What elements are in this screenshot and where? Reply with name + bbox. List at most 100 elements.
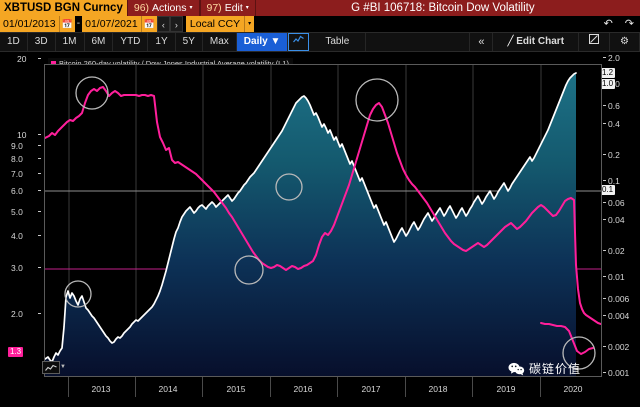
right-tick-mark — [603, 219, 606, 220]
x-axis-separator — [540, 377, 541, 397]
end-date-input[interactable]: 01/07/2021 — [82, 16, 141, 32]
volatility-tail-pink — [540, 322, 594, 355]
annotation-circle-2017-peak — [355, 78, 399, 122]
right-axis-tick-0p4: 0.4 — [608, 119, 620, 129]
left-axis-tick-5: 5.0 — [11, 207, 23, 217]
undo-icon[interactable]: ↶ — [603, 18, 613, 30]
x-axis-separator — [68, 377, 69, 397]
line-chart-glyph — [293, 35, 305, 43]
right-axis-tick-0p004: 0.004 — [608, 311, 630, 321]
left-axis-tick-9: 9.0 — [11, 141, 23, 151]
right-tick-mark — [603, 180, 606, 181]
range-button-6m[interactable]: 6M — [85, 33, 114, 51]
chevron-down-icon: ▾ — [189, 5, 193, 11]
left-axis-tick-10: 10 — [17, 130, 27, 140]
wechat-glyph — [508, 362, 525, 376]
left-axis-tick-4: 4.0 — [11, 231, 23, 241]
date-range-bar: 01/01/2013 📅 - 01/07/2021 📅 ‹ › Local CC… — [0, 16, 640, 32]
toolbar-spacer — [366, 33, 471, 51]
right-axis-tick-0p002: 0.002 — [608, 342, 630, 352]
edit-menu-label: Edit — [224, 2, 243, 14]
x-axis-label-2013: 2013 — [91, 384, 111, 394]
gear-icon[interactable]: ⚙ — [610, 33, 640, 51]
chevron-down-icon[interactable]: ▼ — [60, 364, 66, 370]
left-tick-mark — [38, 134, 41, 135]
volatility-line-pink — [45, 86, 601, 325]
edit-menu-button[interactable]: 97) Edit ▾ — [199, 0, 256, 16]
ticker-field[interactable]: XBTUSD BGN Curncy — [0, 0, 127, 16]
right-tick-mark — [603, 346, 606, 347]
left-tick-mark — [38, 267, 41, 268]
x-axis-label-2015: 2015 — [226, 384, 246, 394]
annotate-icon[interactable] — [579, 33, 611, 51]
annotation-circle-2016-low — [234, 255, 264, 285]
annotation-circle-2013-vol — [75, 76, 109, 110]
left-axis-tick-3: 3.0 — [11, 263, 23, 273]
x-axis-separator — [202, 377, 203, 397]
actions-menu-label: Actions — [152, 2, 187, 14]
period-select[interactable]: Daily ▼ — [236, 33, 289, 51]
window-title: G #BI 106718: Bitcoin Dow Volatility — [351, 2, 535, 14]
range-button-1d[interactable]: 1D — [0, 33, 28, 51]
range-button-5y[interactable]: 5Y — [176, 33, 203, 51]
prev-period-button[interactable]: ‹ — [156, 16, 170, 32]
chart-toolbar: 1D 3D 1M 6M YTD 1Y 5Y Max Daily ▼ Table … — [0, 32, 640, 52]
chart-plot-area[interactable] — [44, 64, 602, 377]
actions-menu-button[interactable]: 96) Actions ▾ — [126, 0, 200, 16]
x-axis-separator — [405, 377, 406, 397]
range-button-ytd[interactable]: YTD — [113, 33, 149, 51]
right-axis-tick-0p02: 0.02 — [608, 246, 625, 256]
chart-svg — [45, 65, 601, 376]
left-tick-mark — [38, 173, 41, 174]
left-axis-tick-20: 20 — [17, 54, 27, 64]
edit-menu-number: 97) — [206, 2, 222, 14]
right-tick-mark — [603, 250, 606, 251]
chevron-down-icon: ▾ — [245, 5, 249, 11]
x-axis-separator — [337, 377, 338, 397]
x-axis: 2013 2014 2015 2016 2017 2018 2019 2020 — [44, 376, 600, 397]
spacer — [254, 16, 597, 32]
right-axis-tick-0p04: 0.04 — [608, 215, 625, 225]
right-reference-badge: 0.1 — [600, 185, 616, 195]
annotation-circle-2017-cross — [275, 173, 303, 201]
start-date-calendar-icon[interactable]: 📅 — [58, 16, 75, 32]
legend-label-volatility: Bitcoin 260-day volatility / Dow Jones I… — [59, 59, 289, 68]
edit-chart-button[interactable]: ╱ Edit Chart — [493, 33, 580, 51]
left-axis-tick-2: 2.0 — [11, 309, 23, 319]
redo-icon[interactable]: ↷ — [624, 18, 634, 30]
right-tick-mark — [603, 154, 606, 155]
collapse-toolbar-button[interactable]: « — [470, 33, 494, 51]
chevron-down-icon[interactable]: ▾ — [244, 16, 255, 32]
range-button-1m[interactable]: 1M — [56, 33, 85, 51]
right-last-value-badge-bottom: 1.0 — [600, 79, 616, 89]
range-button-1y[interactable]: 1Y — [148, 33, 176, 51]
watermark: 碳链价值 — [508, 362, 581, 376]
ratio-line-white — [45, 72, 577, 363]
x-axis-label-2016: 2016 — [293, 384, 313, 394]
range-button-max[interactable]: Max — [203, 33, 237, 51]
right-axis-tick-0p001: 0.001 — [608, 368, 630, 378]
watermark-text: 碳链价值 — [529, 362, 582, 376]
left-tick-mark — [38, 211, 41, 212]
currency-select[interactable]: Local CCY — [185, 16, 245, 32]
x-axis-label-2019: 2019 — [496, 384, 516, 394]
left-tick-mark — [38, 58, 41, 59]
right-tick-mark — [603, 276, 606, 277]
x-axis-separator — [135, 377, 136, 397]
next-period-button[interactable]: › — [169, 16, 183, 32]
edit-chart-label: Edit Chart — [516, 36, 565, 47]
start-date-input[interactable]: 01/01/2013 — [0, 16, 59, 32]
x-axis-label-2018: 2018 — [428, 384, 448, 394]
line-chart-icon[interactable] — [288, 33, 310, 51]
legend-swatch-pink — [51, 61, 56, 66]
left-axis-tick-6: 6.0 — [11, 186, 23, 196]
wechat-icon — [508, 362, 525, 376]
range-button-3d[interactable]: 3D — [28, 33, 56, 51]
right-tick-mark — [603, 298, 606, 299]
table-view-button[interactable]: Table — [309, 33, 367, 51]
end-date-calendar-icon[interactable]: 📅 — [140, 16, 157, 32]
left-tick-mark — [38, 158, 41, 159]
ratio-area-fill — [45, 73, 576, 376]
chart-style-button[interactable] — [42, 361, 60, 374]
left-axis-tick-7: 7.0 — [11, 169, 23, 179]
